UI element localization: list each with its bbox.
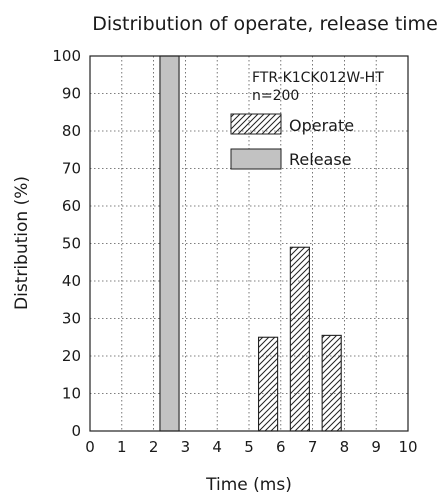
annotation-model: FTR-K1CK012W-HT — [252, 70, 384, 86]
legend-item-release: Release — [230, 148, 352, 170]
x-axis-label: Time (ms) — [205, 475, 292, 495]
x-tick-label: 0 — [85, 438, 95, 456]
legend-swatch-operate — [230, 113, 282, 135]
y-tick-label: 60 — [62, 197, 81, 215]
x-tick-label: 10 — [398, 438, 417, 456]
y-axis-label: Distribution (%) — [12, 176, 32, 310]
x-tick-label: 3 — [181, 438, 191, 456]
legend-swatch-release — [230, 148, 282, 170]
bar-operate — [289, 246, 310, 432]
x-tick-label: 6 — [276, 438, 286, 456]
bar-operate — [257, 336, 279, 432]
x-tick-label: 2 — [149, 438, 159, 456]
legend-label-operate: Operate — [289, 116, 354, 135]
annotation: FTR-K1CK012W-HT n=200 — [252, 70, 384, 104]
x-tick-label: 1 — [117, 438, 127, 456]
chart-title: Distribution of operate, release time — [92, 13, 437, 35]
y-tick-label: 40 — [62, 272, 81, 290]
y-tick-label: 30 — [62, 310, 81, 328]
y-tick-label: 10 — [62, 385, 81, 403]
y-tick-label: 0 — [71, 422, 81, 440]
plot-frame — [89, 55, 409, 432]
y-tick-label: 20 — [62, 347, 81, 365]
legend-label-release: Release — [289, 150, 352, 169]
y-tick-label: 100 — [52, 47, 81, 65]
x-tick-label: 5 — [244, 438, 254, 456]
bars — [159, 55, 342, 432]
y-tick-label: 50 — [62, 235, 81, 253]
y-tick-label: 80 — [62, 122, 81, 140]
legend: Operate Release — [230, 113, 354, 170]
x-tick-label: 7 — [308, 438, 318, 456]
x-tick-label: 8 — [340, 438, 350, 456]
grid — [90, 56, 408, 431]
y-tick-label: 70 — [62, 160, 81, 178]
annotation-sample-size: n=200 — [252, 88, 299, 104]
x-tick-label: 9 — [371, 438, 381, 456]
x-tick-label: 4 — [212, 438, 222, 456]
bar-operate — [321, 334, 342, 432]
y-tick-label: 90 — [62, 85, 81, 103]
bar-release — [159, 55, 180, 432]
legend-item-operate: Operate — [230, 113, 354, 135]
